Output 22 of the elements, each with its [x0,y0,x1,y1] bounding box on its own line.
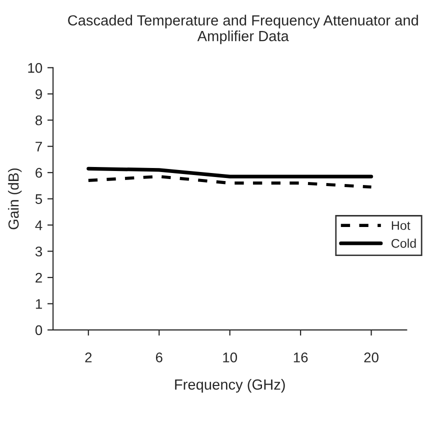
x-tick-label: 6 [156,352,162,362]
y-tick-label: 7 [36,142,42,152]
x-axis-title: Frequency (GHz) [175,379,285,393]
x-tick-label: 20 [364,352,378,362]
x-tick-label: 16 [294,352,308,362]
y-tick-label: 5 [35,194,42,204]
y-tick-label: 4 [35,220,42,230]
y-axis-title: Gain (dB) [8,168,22,230]
legend-label: Cold [392,238,416,248]
y-tick-label: 3 [35,246,42,256]
y-tick-label: 1 [36,299,42,309]
x-tick-label: 2 [85,352,92,362]
y-tick-label: 8 [36,115,42,126]
y-tick-label: 6 [36,168,42,178]
legend-label: Hot [392,221,410,230]
y-tick-label: 10 [28,63,42,73]
x-tick-label: 10 [223,352,238,362]
y-tick-label: 2 [36,272,42,283]
y-tick-label: 9 [36,89,42,100]
chart-title: Cascaded Temperature and Frequency Attenuator and Amplifier Data [68,14,418,44]
line-series [86,174,373,189]
y-tick-label: 0 [35,325,42,336]
